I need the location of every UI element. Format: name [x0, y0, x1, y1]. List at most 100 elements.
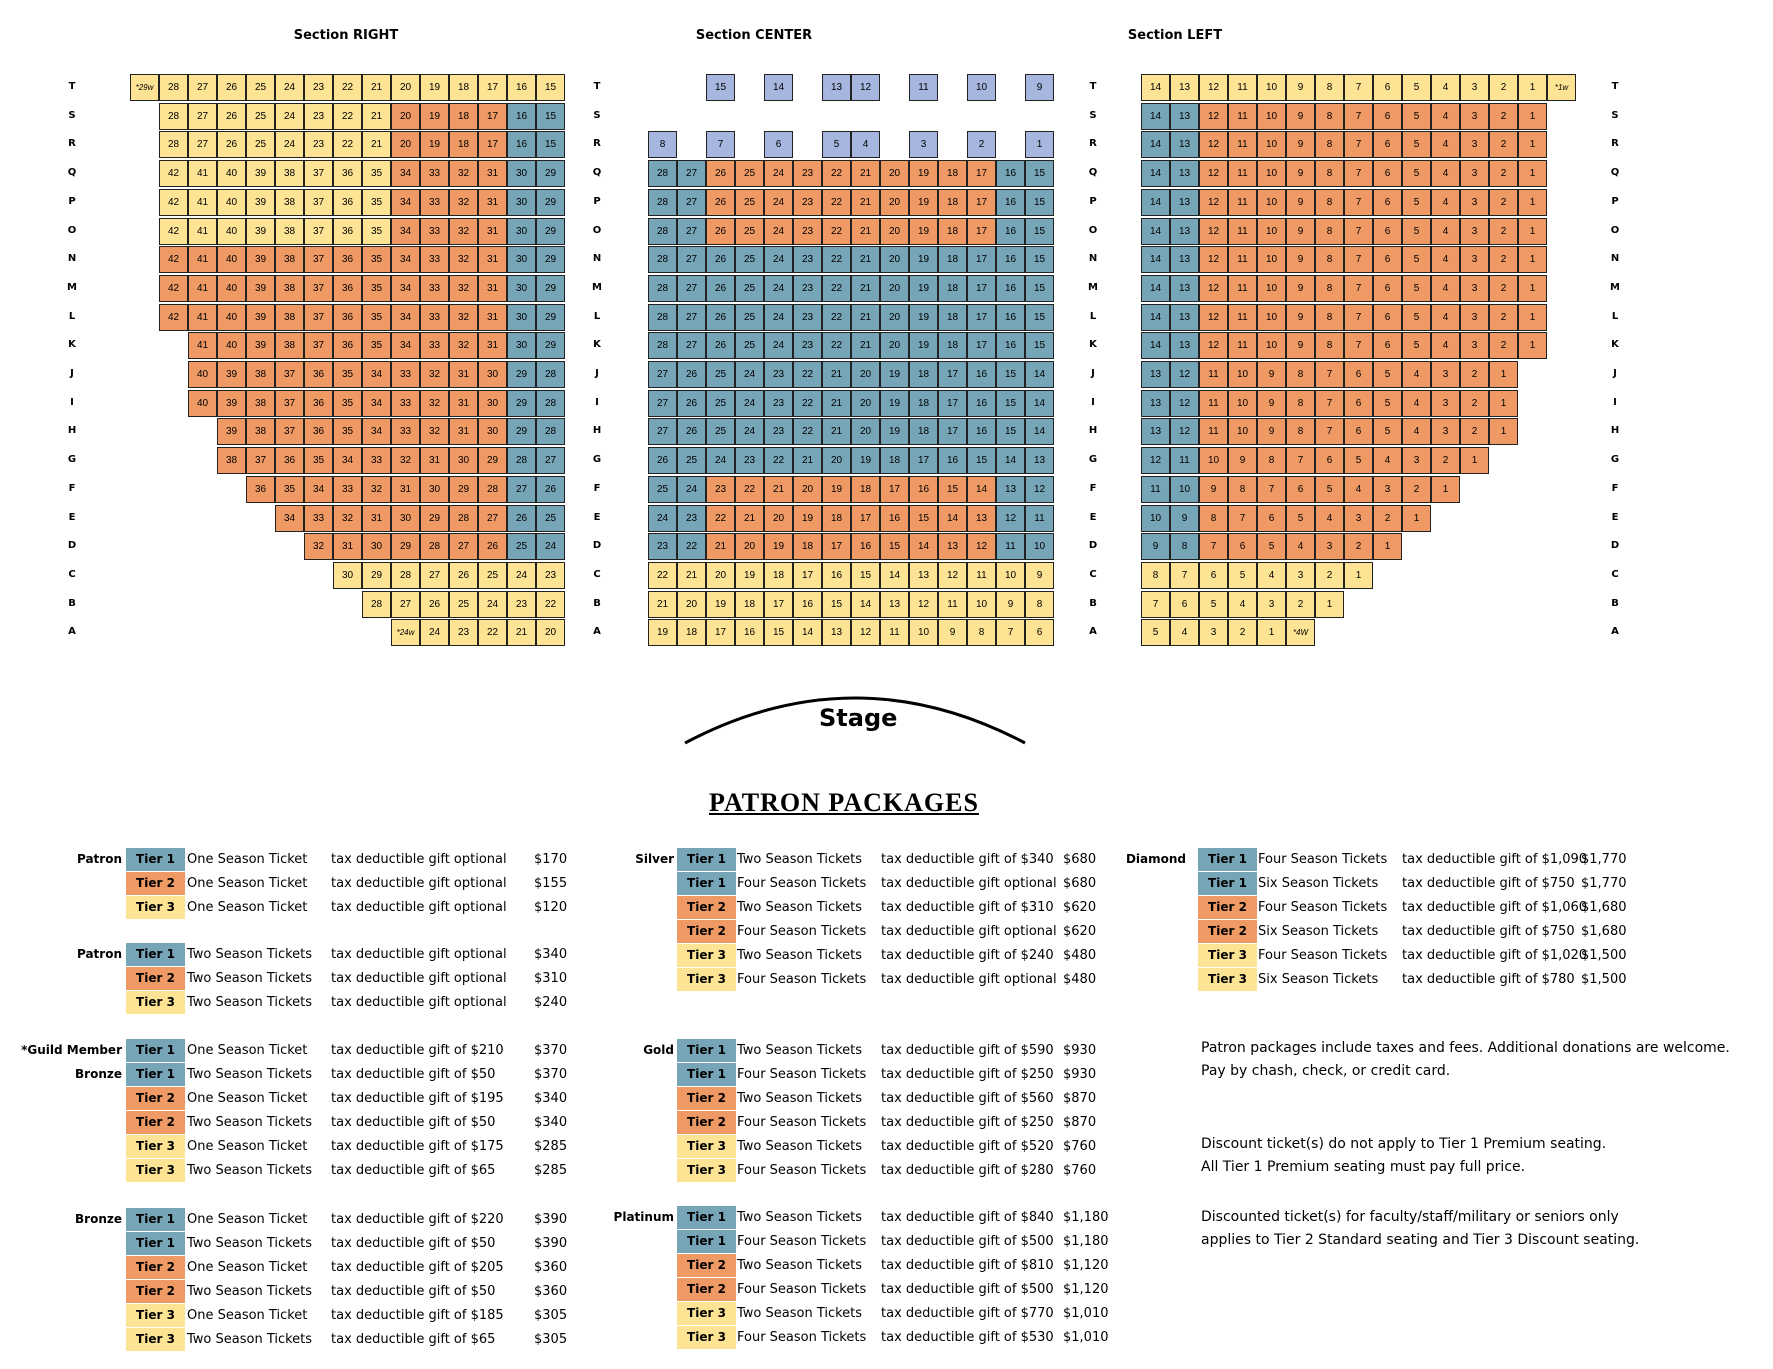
seat-right-R-27[interactable]: 27: [188, 131, 217, 159]
seat-right-P-34[interactable]: 34: [391, 188, 420, 216]
seat-left-F-10[interactable]: 10: [1170, 475, 1199, 503]
seat-right-R-23[interactable]: 23: [304, 131, 333, 159]
seat-center-O-24[interactable]: 24: [764, 217, 793, 245]
seat-center-M-15[interactable]: 15: [1025, 274, 1054, 302]
seat-right-P-31[interactable]: 31: [478, 188, 507, 216]
seat-center-R-4[interactable]: 4: [851, 131, 880, 159]
seat-left-L-1[interactable]: 1: [1518, 303, 1547, 331]
seat-center-B-15[interactable]: 15: [822, 590, 851, 618]
seat-center-I-21[interactable]: 21: [822, 389, 851, 417]
seat-right-N-29[interactable]: 29: [536, 246, 565, 274]
seat-left-N-12[interactable]: 12: [1199, 246, 1228, 274]
seat-center-R-5[interactable]: 5: [822, 131, 851, 159]
seat-right-M-37[interactable]: 37: [304, 274, 333, 302]
seat-center-R-2[interactable]: 2: [967, 131, 996, 159]
seat-center-O-27[interactable]: 27: [677, 217, 706, 245]
seat-right-H-37[interactable]: 37: [275, 418, 304, 446]
seat-right-A-24[interactable]: 24: [420, 619, 449, 647]
seat-center-F-20[interactable]: 20: [793, 475, 822, 503]
seat-center-A-16[interactable]: 16: [735, 619, 764, 647]
seat-right-O-36[interactable]: 36: [333, 217, 362, 245]
seat-left-N-3[interactable]: 3: [1460, 246, 1489, 274]
seat-center-K-27[interactable]: 27: [677, 332, 706, 360]
seat-right-D-28[interactable]: 28: [420, 533, 449, 561]
seat-center-K-26[interactable]: 26: [706, 332, 735, 360]
seat-left-J-7[interactable]: 7: [1315, 361, 1344, 388]
seat-center-A-19[interactable]: 19: [648, 619, 677, 647]
seat-center-G-21[interactable]: 21: [793, 447, 822, 475]
seat-center-L-23[interactable]: 23: [793, 303, 822, 331]
seat-left-O-4[interactable]: 4: [1431, 217, 1460, 245]
seat-left-E-5[interactable]: 5: [1286, 504, 1315, 532]
seat-left-H-3[interactable]: 3: [1431, 418, 1460, 446]
seat-center-A-17[interactable]: 17: [706, 619, 735, 647]
seat-center-G-13[interactable]: 13: [1025, 447, 1054, 475]
seat-right-F-36[interactable]: 36: [246, 475, 275, 503]
seat-right-S-27[interactable]: 27: [188, 102, 217, 130]
seat-center-E-19[interactable]: 19: [793, 504, 822, 532]
seat-center-N-15[interactable]: 15: [1025, 246, 1054, 274]
seat-right-J-33[interactable]: 33: [391, 361, 420, 388]
seat-right-E-27[interactable]: 27: [478, 504, 507, 532]
seat-left-Q-3[interactable]: 3: [1460, 160, 1489, 188]
seat-right-T-16[interactable]: 16: [507, 74, 536, 101]
seat-center-M-22[interactable]: 22: [822, 274, 851, 302]
seat-right-L-37[interactable]: 37: [304, 303, 333, 331]
seat-center-O-15[interactable]: 15: [1025, 217, 1054, 245]
seat-right-P-30[interactable]: 30: [507, 188, 536, 216]
seat-center-F-14[interactable]: 14: [967, 475, 996, 503]
seat-left-P-11[interactable]: 11: [1228, 188, 1257, 216]
seat-right-G-33[interactable]: 33: [362, 447, 391, 475]
seat-left-A-*4W[interactable]: *4W: [1286, 619, 1315, 647]
seat-right-F-27[interactable]: 27: [507, 475, 536, 503]
seat-center-D-15[interactable]: 15: [880, 533, 909, 561]
seat-center-P-24[interactable]: 24: [764, 188, 793, 216]
seat-right-P-36[interactable]: 36: [333, 188, 362, 216]
seat-center-R-3[interactable]: 3: [909, 131, 938, 159]
seat-center-L-21[interactable]: 21: [851, 303, 880, 331]
seat-left-C-7[interactable]: 7: [1170, 561, 1199, 589]
seat-center-N-19[interactable]: 19: [909, 246, 938, 274]
seat-left-A-2[interactable]: 2: [1228, 619, 1257, 647]
seat-left-H-5[interactable]: 5: [1373, 418, 1402, 446]
seat-left-L-2[interactable]: 2: [1489, 303, 1518, 331]
seat-left-H-8[interactable]: 8: [1286, 418, 1315, 446]
seat-center-G-23[interactable]: 23: [735, 447, 764, 475]
seat-center-K-17[interactable]: 17: [967, 332, 996, 360]
seat-left-C-4[interactable]: 4: [1257, 561, 1286, 589]
seat-center-N-22[interactable]: 22: [822, 246, 851, 274]
seat-left-S-13[interactable]: 13: [1170, 102, 1199, 130]
seat-right-J-35[interactable]: 35: [333, 361, 362, 388]
seat-center-O-23[interactable]: 23: [793, 217, 822, 245]
seat-center-F-15[interactable]: 15: [938, 475, 967, 503]
seat-right-A-23[interactable]: 23: [449, 619, 478, 647]
seat-right-O-39[interactable]: 39: [246, 217, 275, 245]
seat-right-M-41[interactable]: 41: [188, 274, 217, 302]
seat-center-I-27[interactable]: 27: [648, 389, 677, 417]
seat-right-I-36[interactable]: 36: [304, 389, 333, 417]
seat-center-I-17[interactable]: 17: [938, 389, 967, 417]
seat-right-J-29[interactable]: 29: [507, 361, 536, 388]
seat-right-K-37[interactable]: 37: [304, 332, 333, 360]
seat-left-I-11[interactable]: 11: [1199, 389, 1228, 417]
seat-center-Q-19[interactable]: 19: [909, 160, 938, 188]
seat-right-O-34[interactable]: 34: [391, 217, 420, 245]
seat-right-Q-32[interactable]: 32: [449, 160, 478, 188]
seat-center-A-8[interactable]: 8: [967, 619, 996, 647]
seat-left-L-10[interactable]: 10: [1257, 303, 1286, 331]
seat-left-L-14[interactable]: 14: [1141, 303, 1170, 331]
seat-right-K-38[interactable]: 38: [275, 332, 304, 360]
seat-center-G-22[interactable]: 22: [764, 447, 793, 475]
seat-center-H-16[interactable]: 16: [967, 418, 996, 446]
seat-left-D-7[interactable]: 7: [1199, 533, 1228, 561]
seat-right-J-28[interactable]: 28: [536, 361, 565, 388]
seat-left-C-5[interactable]: 5: [1228, 561, 1257, 589]
seat-right-S-19[interactable]: 19: [420, 102, 449, 130]
seat-right-R-25[interactable]: 25: [246, 131, 275, 159]
seat-left-I-9[interactable]: 9: [1257, 389, 1286, 417]
seat-right-R-21[interactable]: 21: [362, 131, 391, 159]
seat-left-I-8[interactable]: 8: [1286, 389, 1315, 417]
seat-right-B-28[interactable]: 28: [362, 590, 391, 618]
seat-right-M-29[interactable]: 29: [536, 274, 565, 302]
seat-right-H-28[interactable]: 28: [536, 418, 565, 446]
